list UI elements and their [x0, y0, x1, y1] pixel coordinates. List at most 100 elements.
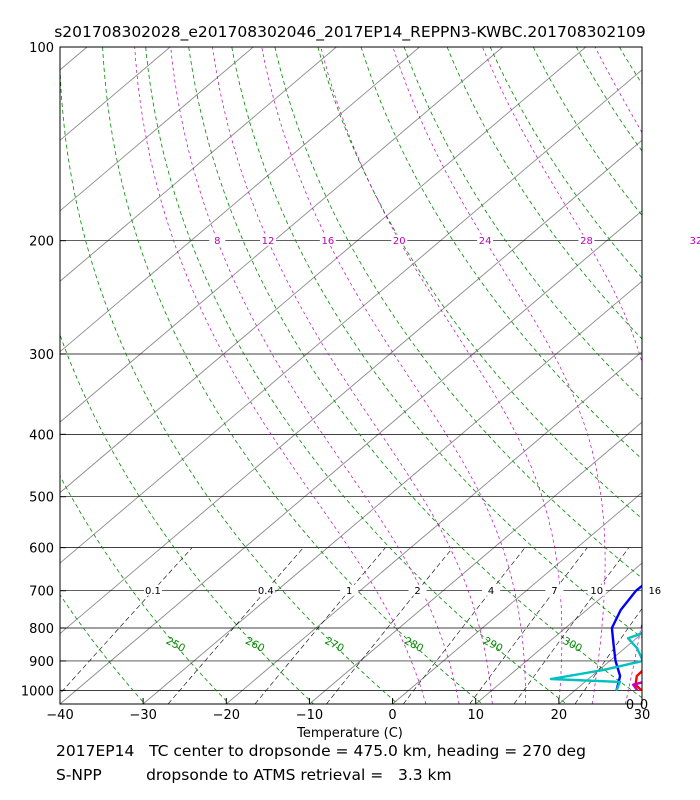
mixing-ratio-label: 1: [346, 586, 352, 597]
dry-adiabat-label: 270: [323, 635, 346, 655]
moist-adiabat-label-bg: [209, 234, 226, 246]
dry-adiabat-line: [274, 47, 642, 579]
mixing-ratio-label-bg: [645, 584, 664, 596]
moist-adiabat-line: [134, 47, 427, 704]
dry-adiabat-label: 250: [164, 635, 187, 655]
x-tick-label: 30: [634, 708, 651, 723]
diagram-grid: [0, 47, 700, 704]
dry-adiabat-line: [60, 52, 399, 704]
mixing-ratio-line: [403, 547, 526, 704]
plot-frame: [59, 46, 643, 705]
mixing-ratio-line: [574, 608, 642, 704]
mixing-ratio-label: 10: [590, 586, 603, 597]
dry-adiabat-line: [663, 47, 700, 704]
skew-t-chart: s201708302028_e201708302046_2017EP14_REP…: [0, 23, 700, 740]
y-tick-label: 1000: [21, 684, 54, 699]
dry-adiabat-line: [360, 47, 642, 460]
moist-adiabat-label: 28: [580, 236, 593, 247]
isotherm-line: [60, 47, 503, 423]
caption-line-2: S-NPP dropsonde to ATMS retrieval = 3.3 …: [56, 766, 452, 784]
x-tick-label: 10: [467, 708, 484, 723]
isotherm-line: [641, 703, 642, 704]
dry-adiabat-line: [532, 47, 642, 216]
dry-adiabat-line: [317, 47, 642, 520]
moist-adiabat-line: [320, 47, 563, 704]
mixing-ratio-line: [167, 547, 304, 704]
dry-adiabat-label: 260: [243, 635, 266, 655]
isotherm-line: [60, 139, 642, 635]
isotherm-line: [60, 47, 420, 353]
dry-adiabat-line: [60, 333, 314, 704]
moist-adiabat-line: [170, 47, 460, 704]
mixing-ratio-label: 4: [488, 586, 494, 597]
sounding-series-1: [634, 669, 642, 692]
y-tick-label: 600: [29, 542, 54, 557]
sounding-series-2: [632, 681, 642, 692]
mixing-ratio-label-bg: [408, 584, 427, 596]
isotherm-line: [60, 69, 642, 564]
mixing-ratio-line: [254, 547, 386, 704]
moist-adiabat-label-bg: [578, 234, 595, 246]
x-axis-label: Temperature (C): [296, 726, 403, 740]
sounding-series-4: [549, 632, 642, 691]
isotherm-line: [60, 47, 254, 212]
mixing-ratio-label-bg: [545, 584, 564, 596]
y-tick-label: 300: [29, 348, 54, 363]
mixing-ratio-label: 2: [414, 586, 420, 597]
moist-adiabat-label-bg: [391, 234, 408, 246]
moist-adiabat-label: 16: [321, 236, 334, 247]
isotherm-line: [60, 47, 88, 71]
sounding-profiles: [549, 584, 642, 692]
y-tick-label: 100: [29, 41, 54, 56]
mixing-ratio-label-bg: [482, 584, 501, 596]
x-tick-label: −40: [46, 708, 73, 723]
x-tick-label: 20: [551, 708, 568, 723]
dry-adiabat-label: 300: [561, 635, 584, 655]
isotherm-line: [60, 47, 337, 282]
isotherm-line: [558, 632, 642, 704]
dry-adiabat-line: [145, 47, 567, 704]
moist-adiabat-label: 20: [393, 236, 406, 247]
mixing-ratio-line: [469, 547, 588, 704]
mixing-ratio-line: [60, 547, 193, 695]
dry-adiabat-line: [60, 594, 146, 704]
moist-adiabat-label-bg: [260, 234, 277, 246]
moist-adiabat-line: [392, 47, 606, 704]
mixing-ratio-label-bg: [587, 584, 606, 596]
dry-adiabat-line: [403, 47, 642, 400]
moist-adiabat-label: 12: [262, 236, 275, 247]
chart-title: s201708302028_e201708302046_2017EP14_REP…: [54, 23, 646, 42]
sounding-series-3: [610, 584, 642, 691]
dry-adiabat-line: [489, 47, 642, 279]
moist-adiabat-label-bg: [477, 234, 494, 246]
y-tick-label: 200: [29, 235, 54, 250]
mixing-ratio-line: [326, 547, 453, 704]
moist-adiabat-label: 24: [479, 236, 492, 247]
corner-label: 0: [626, 698, 634, 713]
isotherm-line: [142, 280, 642, 704]
isotherm-line: [309, 421, 642, 704]
dry-adiabat-line: [575, 47, 642, 152]
mixing-ratio-label-bg: [340, 584, 359, 596]
y-tick-label: 400: [29, 428, 54, 443]
moist-adiabat-line: [594, 47, 642, 134]
dry-adiabat-line: [60, 702, 62, 704]
mixing-ratio-label-bg: [143, 584, 162, 596]
dry-adiabat-line: [102, 47, 483, 704]
x-tick-label: −30: [129, 708, 156, 723]
moist-adiabat-label-bg: [319, 234, 336, 246]
dry-adiabat-line: [231, 47, 642, 639]
x-tick-label: −20: [213, 708, 240, 723]
corner-label: 0: [640, 698, 648, 713]
isotherm-line: [60, 210, 642, 704]
mixing-ratio-label: 16: [648, 586, 661, 597]
moist-adiabat-line: [692, 47, 700, 704]
dry-adiabat-label: 290: [481, 635, 504, 655]
mixing-ratio-line: [513, 547, 630, 704]
isotherm-line: [0, 47, 4, 704]
dry-adiabat-line: [446, 47, 642, 340]
moist-adiabat-label: 32: [690, 236, 700, 247]
mixing-ratio-label: 0.4: [258, 586, 274, 597]
